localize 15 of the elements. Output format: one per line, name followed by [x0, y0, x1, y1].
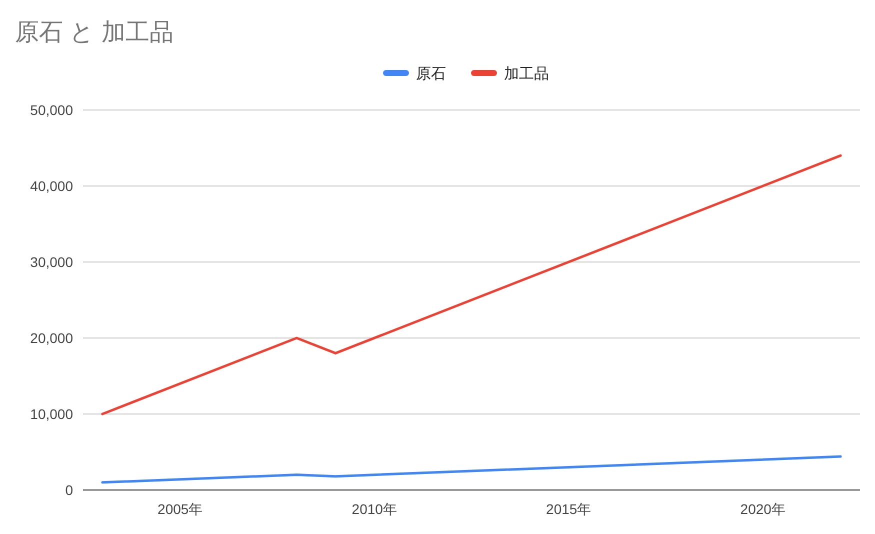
y-tick-label: 20,000 [30, 330, 74, 346]
x-tick-label: 2005年 [158, 501, 203, 517]
x-tick-label: 2015年 [546, 501, 592, 517]
y-tick-label: 30,000 [30, 254, 74, 270]
legend-label: 加工品 [504, 65, 549, 82]
y-tick-label: 40,000 [30, 178, 74, 194]
y-tick-label: 10,000 [30, 406, 74, 422]
y-tick-label: 50,000 [30, 102, 74, 118]
y-tick-label: 0 [65, 482, 74, 498]
legend-label: 原石 [416, 65, 446, 82]
x-tick-label: 2020年 [740, 501, 786, 517]
chart-title: 原石 と 加工品 [15, 19, 174, 46]
line-series [101, 455, 842, 484]
line-series [101, 154, 842, 416]
x-tick-label: 2010年 [352, 501, 397, 517]
